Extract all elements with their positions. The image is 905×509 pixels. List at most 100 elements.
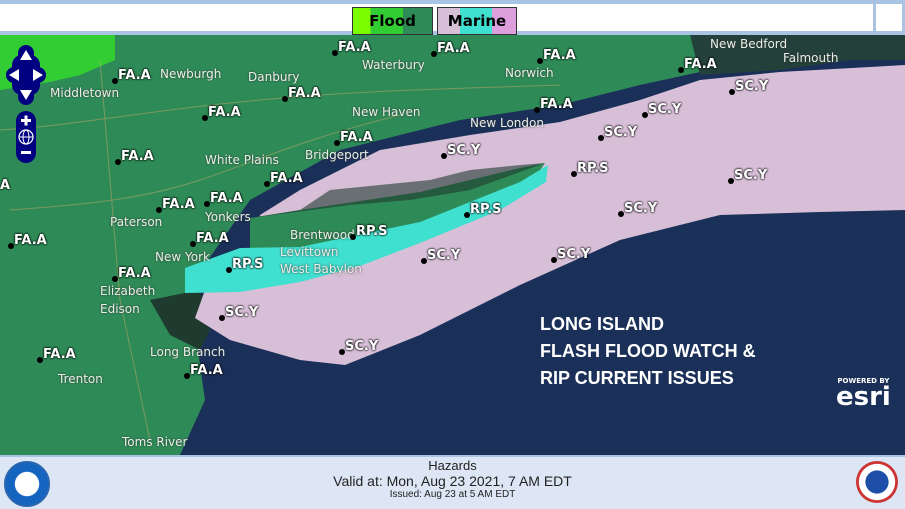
hazard-map[interactable]: Newburgh Middletown Waterbury Norwich New Be… [0,35,905,455]
legend-bar-panel [0,4,873,31]
pan-left-icon [9,69,19,81]
satellite-land-nj [150,290,210,350]
city-label: Paterson [110,215,163,229]
hazard-label[interactable]: FA.A [684,57,717,72]
hazard-label[interactable]: SC.Y [557,247,591,262]
city-label: Newburgh [160,67,222,81]
nws-logo [856,461,898,503]
hazard-point-marker [350,234,356,240]
esri-powered-by: POWERED BY [837,377,890,385]
hazard-label[interactable]: FA.A [338,40,371,55]
hazard-label[interactable]: FA.A [118,266,151,281]
hazard-point-marker [537,58,543,64]
hazard-point-marker [339,349,345,355]
hazard-label[interactable]: SC.Y [648,102,682,117]
city-label: Bridgeport [305,148,369,162]
hazard-point-marker [112,276,118,282]
hazard-point-marker [534,107,540,113]
city-label: Levittown [280,245,339,259]
map-footer: Hazards Valid at: Mon, Aug 23 2021, 7 AM… [0,455,905,509]
city-label: Elizabeth [100,284,156,298]
hazard-label[interactable]: SC.Y [604,125,638,140]
hazard-point-marker [204,201,210,207]
hazard-label[interactable]: A [0,178,11,193]
hazard-label[interactable]: FA.A [543,48,576,63]
headline-line-3: RIP CURRENT ISSUES [540,368,734,388]
hazard-label[interactable]: FA.A [288,86,321,101]
hazard-label[interactable]: SC.Y [427,248,461,263]
hazard-label[interactable]: FA.A [43,347,76,362]
rip-current-area [185,165,548,293]
footer-title: Hazards [428,458,477,473]
hazard-point-marker [332,50,338,56]
hazard-point-marker [431,51,437,57]
city-label: White Plains [205,153,279,167]
hazard-label[interactable]: RP.S [577,161,609,176]
pan-control[interactable] [6,45,46,105]
footer-valid-time: Valid at: Mon, Aug 23 2021, 7 AM EDT [333,473,572,489]
zoom-in-icon[interactable] [21,115,31,126]
hazard-label[interactable]: FA.A [162,197,195,212]
city-label: Yonkers [205,210,251,224]
pan-up-icon [20,50,32,60]
north-shore-land [250,163,545,218]
hazard-point-marker [729,89,735,95]
hazard-point-marker [112,78,118,84]
hazard-label[interactable]: FA.A [437,41,470,56]
esri-name: esri [836,382,891,412]
hazard-label[interactable]: FA.A [210,191,243,206]
hazard-point-marker [219,315,225,321]
hazard-label[interactable]: FA.A [270,171,303,186]
hazard-label[interactable]: FA.A [340,130,373,145]
hazard-label[interactable]: FA.A [118,68,151,83]
hazard-label[interactable]: SC.Y [345,339,379,354]
hazard-point-marker [115,159,121,165]
city-label: West Babylon [280,262,362,276]
hazard-point-marker [226,267,232,273]
footer-issued-time: Issued: Aug 23 at 5 AM EDT [389,489,516,500]
hazard-point-marker [282,96,288,102]
city-label: Norwich [505,66,554,80]
headline-line-2: FLASH FLOOD WATCH & [540,341,756,361]
hazard-label[interactable]: RP.S [356,224,388,239]
globe-icon[interactable] [18,129,34,145]
hazard-label[interactable]: RP.S [470,202,502,217]
noaa-logo [4,461,50,507]
hazard-point-marker [441,153,447,159]
city-label: Danbury [248,70,300,84]
esri-logo: POWERED BY esri [836,377,891,412]
flood-legend-button[interactable]: Flood [352,7,433,35]
city-label: New Haven [352,105,421,119]
hazard-label[interactable]: SC.Y [734,168,768,183]
map-layers [0,35,905,455]
city-label: Edison [100,302,140,316]
hazard-point-marker [618,211,624,217]
hazard-label[interactable]: FA.A [208,105,241,120]
hazard-label[interactable]: SC.Y [624,201,658,216]
zoom-out-icon[interactable] [21,151,31,154]
hazard-point-marker [421,258,427,264]
hazard-label[interactable]: FA.A [196,231,229,246]
hazard-point-marker [37,357,43,363]
marine-legend-button[interactable]: Marine [437,7,517,35]
hazard-label[interactable]: SC.Y [735,79,769,94]
hazard-label[interactable]: RP.S [232,257,264,272]
city-label: Waterbury [362,58,425,72]
hazard-point-marker [190,241,196,247]
city-label: Long Branch [150,345,226,359]
small-craft-advisory-area [195,65,905,365]
hazard-point-marker [334,140,340,146]
hazard-point-marker [156,207,162,213]
hazard-label[interactable]: FA.A [540,97,573,112]
hazard-point-marker [598,135,604,141]
hazard-label[interactable]: FA.A [190,363,223,378]
hazard-label[interactable]: FA.A [14,233,47,248]
hazard-point-marker [8,243,14,249]
hazard-label[interactable]: SC.Y [447,143,481,158]
hazard-point-marker [642,112,648,118]
hazard-label[interactable]: SC.Y [225,305,259,320]
pan-right-icon [33,69,43,81]
hazard-point-marker [464,212,470,218]
city-label: Brentwood [290,228,355,242]
hazard-label[interactable]: FA.A [121,149,154,164]
